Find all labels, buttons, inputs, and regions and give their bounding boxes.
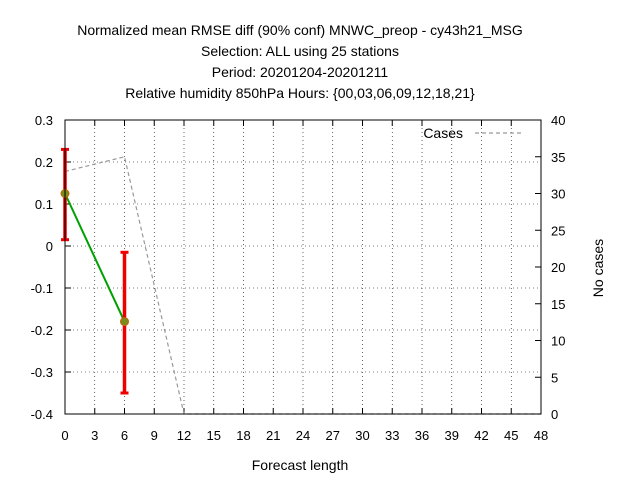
x-tick-label-42: 42 xyxy=(474,428,488,443)
y2-axis-label: No cases xyxy=(590,239,606,297)
y2-tick-label-20: 20 xyxy=(551,260,565,275)
y-axis-ticks: 0.3 0.2 0.1 0 -0.1 -0.2 -0.3 -0.4 xyxy=(31,113,71,422)
plot-frame xyxy=(64,119,542,415)
grid-lines xyxy=(65,120,541,414)
y-tick-label--0.4: -0.4 xyxy=(31,407,53,422)
x-tick-label-21: 21 xyxy=(266,428,280,443)
y-tick-label--0.3: -0.3 xyxy=(31,365,53,380)
legend: Cases xyxy=(423,125,522,141)
title-line-2: Selection: ALL using 25 stations xyxy=(201,43,399,59)
x-tick-label-36: 36 xyxy=(415,428,429,443)
series-line-cases xyxy=(64,156,541,415)
y-tick-label-0.1: 0.1 xyxy=(35,197,53,212)
x-tick-label-12: 12 xyxy=(177,428,191,443)
y2-tick-label-15: 15 xyxy=(551,297,565,312)
y-tick-label-0: 0 xyxy=(46,239,53,254)
y-tick-label--0.2: -0.2 xyxy=(31,323,53,338)
x-tick-label-9: 9 xyxy=(151,428,158,443)
data-series xyxy=(60,147,541,415)
x-tick-label-3: 3 xyxy=(91,428,98,443)
y2-tick-label-35: 35 xyxy=(551,150,565,165)
y2-tick-label-25: 25 xyxy=(551,223,565,238)
y2-tick-label-0: 0 xyxy=(551,407,558,422)
legend-label-cases: Cases xyxy=(423,125,463,141)
y2-tick-label-5: 5 xyxy=(551,370,558,385)
y2-axis-ticks: 40 35 30 25 20 15 10 5 0 xyxy=(535,113,565,422)
y-tick-label-0.2: 0.2 xyxy=(35,155,53,170)
x-tick-label-30: 30 xyxy=(355,428,369,443)
x-tick-label-33: 33 xyxy=(385,428,399,443)
x-tick-label-0: 0 xyxy=(61,428,68,443)
data-point-6 xyxy=(120,317,129,327)
x-tick-label-18: 18 xyxy=(236,428,250,443)
y2-tick-label-30: 30 xyxy=(551,187,565,202)
x-tick-label-24: 24 xyxy=(296,428,310,443)
x-tick-label-27: 27 xyxy=(326,428,340,443)
chart-title: Normalized mean RMSE diff (90% conf) MNW… xyxy=(77,22,523,101)
x-axis-ticks: 0 3 6 9 12 15 18 21 24 27 30 33 36 39 42 45 48 xyxy=(61,120,548,443)
series-line-main xyxy=(64,193,126,323)
x-tick-label-6: 6 xyxy=(121,428,128,443)
title-line-3: Period: 20201204-20201211 xyxy=(212,64,389,80)
title-line-1: Normalized mean RMSE diff (90% conf) MNW… xyxy=(77,22,523,38)
y-tick-label--0.1: -0.1 xyxy=(31,281,53,296)
y2-tick-label-10: 10 xyxy=(551,334,565,349)
y-tick-label-0.3: 0.3 xyxy=(35,113,53,128)
title-line-4: Relative humidity 850hPa Hours: {00,03,0… xyxy=(125,85,475,101)
y2-tick-label-40: 40 xyxy=(551,113,565,128)
x-tick-label-15: 15 xyxy=(207,428,221,443)
x-tick-label-45: 45 xyxy=(504,428,518,443)
x-tick-label-48: 48 xyxy=(534,428,548,443)
x-tick-label-39: 39 xyxy=(445,428,459,443)
x-axis-label: Forecast length xyxy=(252,457,349,473)
